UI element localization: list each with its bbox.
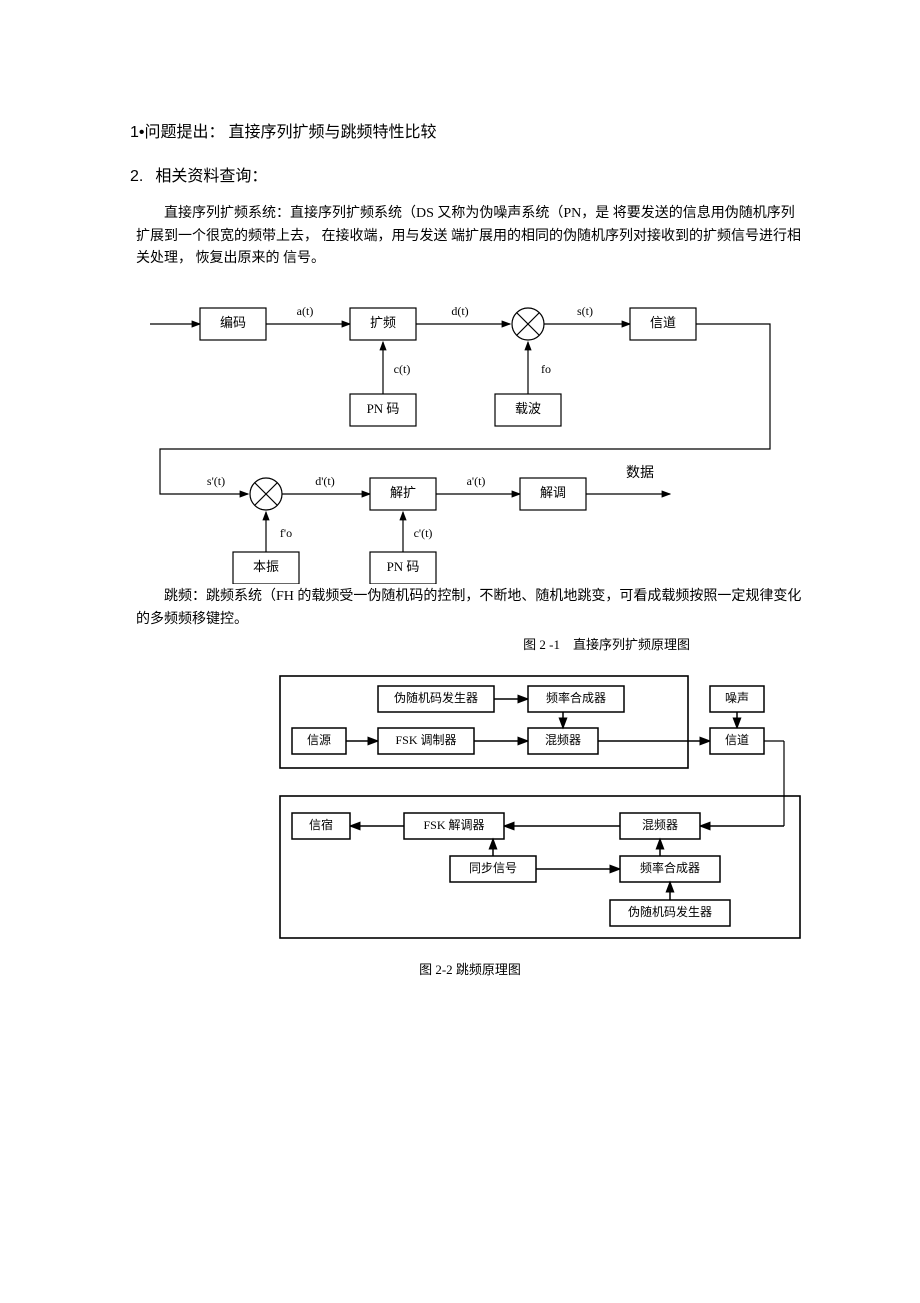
- label-freqsyn-tx: 频率合成器: [546, 690, 606, 705]
- caption-diagram-1: 图 2 -1 直接序列扩频原理图: [130, 635, 810, 656]
- heading1-title: 直接序列扩频与跳频特性比较: [229, 124, 437, 141]
- label-pngen-tx: 伪随机码发生器: [394, 690, 478, 705]
- label-spt: s'(t): [207, 474, 225, 488]
- label-encoder: 编码: [220, 315, 246, 330]
- label-spread: 扩频: [370, 315, 396, 330]
- label-channel2: 信道: [725, 733, 749, 747]
- label-lo: 本振: [253, 559, 279, 574]
- paragraph-ds-description: 直接序列扩频系统：直接序列扩频系统（DS 又称为伪噪声系统（PN，是 将要发送的…: [130, 203, 810, 270]
- diagram-fh-block: 信源 FSK 调制器 混频器 伪随机码发生器 频率合成器 噪声 信道 混频器: [130, 666, 810, 946]
- label-demod: 解调: [540, 485, 566, 500]
- label-pn-tx: PN 码: [367, 401, 400, 416]
- label-carrier: 载波: [515, 401, 541, 416]
- label-cpt: c'(t): [414, 526, 433, 540]
- label-source: 信源: [307, 733, 331, 747]
- label-sink: 信宿: [309, 817, 333, 832]
- label-fo: fo: [541, 362, 551, 376]
- label-st: s(t): [577, 304, 593, 318]
- paragraph-fh-description: 跳频：跳频系统（FH 的载频受一伪随机码的控制，不断地、随机地跳变，可看成载频按…: [130, 586, 810, 631]
- heading1-prefix: 1•问题提出：: [130, 124, 225, 141]
- label-despread: 解扩: [390, 485, 416, 500]
- label-apt: a'(t): [467, 474, 486, 488]
- heading-sources: 2. 相关资料查询：: [130, 164, 810, 190]
- label-fsk-mod: FSK 调制器: [395, 733, 456, 747]
- label-noise: 噪声: [725, 691, 749, 705]
- label-freqsyn-rx: 频率合成器: [640, 860, 700, 875]
- label-pn-rx: PN 码: [387, 559, 420, 574]
- label-dpt: d'(t): [315, 474, 335, 488]
- label-data: 数据: [626, 466, 654, 482]
- diagram-ds-block: 编码 a(t) 扩频 d(t) s(t) 信道 PN 码 c(t) 载波 fo: [130, 284, 810, 584]
- label-dt: d(t): [451, 304, 468, 318]
- heading2-prefix: 2.: [130, 168, 143, 185]
- label-mixer-rx2: 混频器: [642, 818, 678, 832]
- label-fpo: f'o: [280, 526, 292, 540]
- heading-question: 1•问题提出： 直接序列扩频与跳频特性比较: [130, 120, 810, 146]
- label-mixer-tx2: 混频器: [545, 733, 581, 747]
- label-fsk-demod: FSK 解调器: [423, 818, 484, 832]
- label-at: a(t): [297, 304, 314, 318]
- heading2-title: 相关资料查询：: [155, 168, 267, 185]
- caption-diagram-2: 图 2-2 跳频原理图: [130, 960, 810, 981]
- label-ct: c(t): [394, 362, 411, 376]
- label-channel: 信道: [650, 315, 676, 330]
- label-pngen-rx: 伪随机码发生器: [628, 904, 712, 919]
- label-sync: 同步信号: [469, 861, 517, 875]
